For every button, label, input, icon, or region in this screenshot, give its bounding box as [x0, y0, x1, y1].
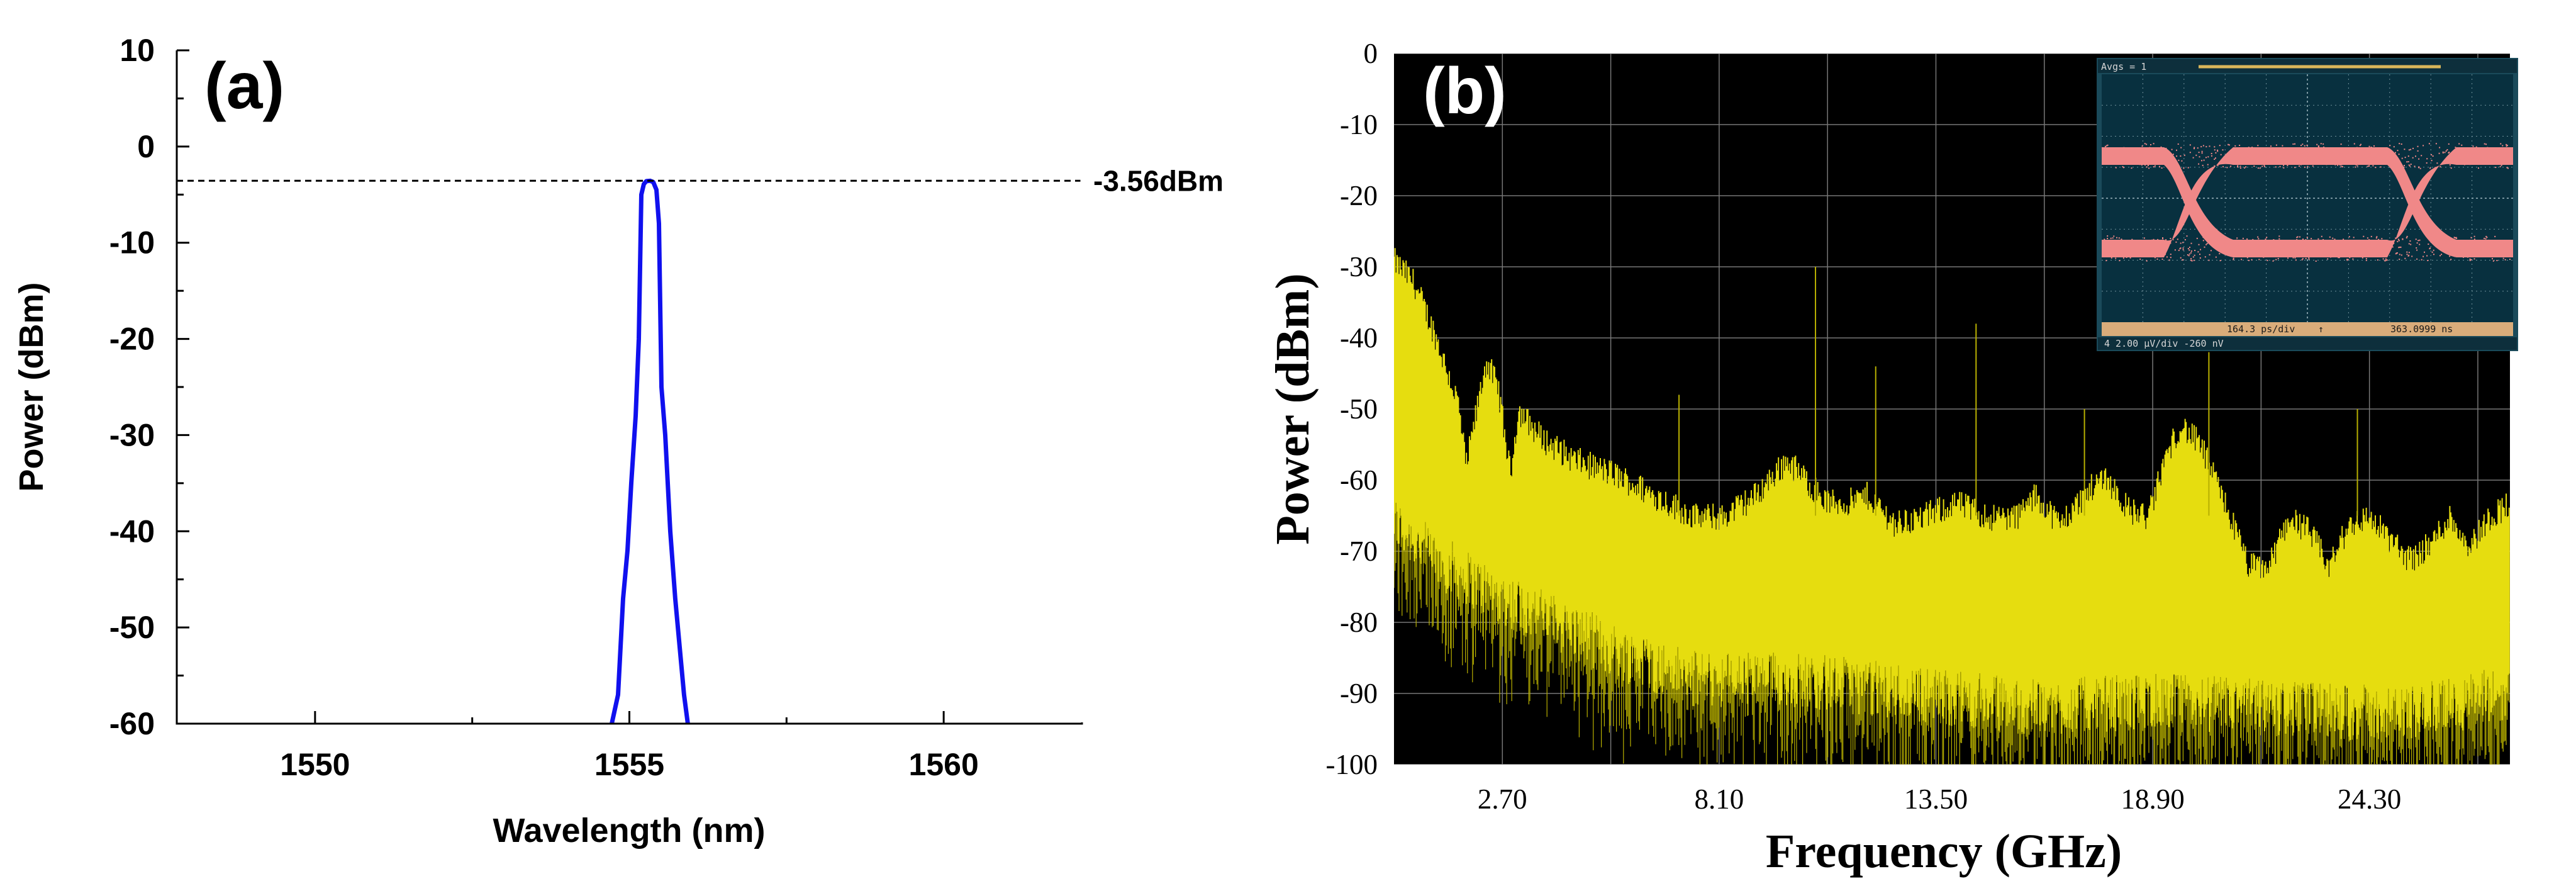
panel-b-x-tick-label: 13.50	[1904, 783, 1968, 815]
panel-b-x-tick-label: 2.70	[1478, 783, 1527, 815]
panel-b-spectrum	[1394, 248, 2510, 765]
inset-status-text: 4 2.00 µV/div -260 nV	[2104, 338, 2224, 349]
panel-a-y-tick-label: -20	[109, 322, 155, 357]
panel-a-y-ticks: 10 0 -10 -20 -30 -40 -50 -60	[109, 33, 189, 741]
panel-a-label: (a)	[204, 50, 284, 123]
inset-eye-upper-rail	[2233, 147, 2387, 165]
inset-eye-upper-rail	[2102, 147, 2164, 165]
panel-b-y-tick-label: -30	[1340, 251, 1378, 283]
inset-footer-arrow: ↑	[2318, 323, 2324, 335]
panel-a-plot-area	[177, 50, 1082, 724]
panel-b-y-tick-label: -80	[1340, 607, 1378, 638]
panel-a-y-tick-label: -60	[109, 706, 155, 741]
inset-eye-lower-rail	[2102, 240, 2164, 257]
panel-a-x-tick-label: 1550	[280, 747, 350, 782]
panel-b-x-tick-label: 18.90	[2121, 783, 2184, 815]
inset-eye-lower-rail	[2233, 240, 2387, 257]
inset-footer-left: 164.3 ps/div	[2227, 323, 2295, 335]
panel-b-x-tick-label: 8.10	[1695, 783, 1744, 815]
panel-a-y-tick-label: -50	[109, 610, 155, 645]
inset-eye-trace	[2102, 143, 2513, 262]
panel-b-x-axis-label: Frequency (GHz)	[1766, 825, 2122, 878]
panel-a-y-tick-label: 0	[137, 129, 155, 164]
panel-a-y-tick-label: -10	[109, 225, 155, 261]
inset-footer-bar	[2102, 322, 2513, 336]
panel-b-label: (b)	[1423, 55, 1507, 128]
inset-eye-noise	[2102, 143, 2513, 262]
panel-a-y-tick-label: -30	[109, 417, 155, 452]
panel-b-y-tick-label: -70	[1340, 536, 1378, 567]
panel-a-y-axis-label: Power (dBm)	[13, 282, 50, 491]
panel-a-chart: -3.56dBm 1550 1555 1560 10 0 -10 -20 -30 -40 -50…	[13, 33, 1224, 850]
inset-eye-crossing	[2387, 147, 2456, 257]
inset-header-text: Avgs = 1	[2101, 61, 2146, 72]
panel-b-y-tick-label: -60	[1340, 464, 1378, 496]
panel-b-y-tick-label: 0	[1364, 38, 1378, 69]
panel-b-y-tick-label: -10	[1340, 109, 1378, 140]
panel-a-y-tick-label: -40	[109, 513, 155, 549]
panel-b-y-tick-label: -50	[1340, 393, 1378, 425]
panel-b-y-tick-label: -90	[1340, 678, 1378, 709]
panel-b-noise-floor	[1394, 503, 2510, 765]
inset-eye-crossing	[2164, 147, 2233, 257]
inset-eye-crossing	[2387, 147, 2456, 257]
panel-b-y-tick-label: -40	[1340, 322, 1378, 354]
panel-b-x-tick-label: 24.30	[2338, 783, 2401, 815]
panel-b-spectrum-trace	[1394, 248, 2510, 741]
panel-b-y-axis-label: Power (dBm)	[1266, 273, 1319, 544]
inset-eye-crossing	[2164, 147, 2233, 257]
panel-a-x-ticks: 1550 1555 1560	[280, 711, 979, 782]
panel-b-y-tick-label: -20	[1340, 180, 1378, 211]
panel-a-x-tick-label: 1555	[594, 747, 664, 782]
panel-a-y-tick-label: 10	[120, 33, 155, 68]
panel-b-y-ticks: 0 -10 -20 -30 -40 -50 -60 -70 -80 -90 -100	[1326, 38, 1378, 780]
panel-a-x-axis-label: Wavelength (nm)	[493, 812, 765, 850]
panel-b-inset-eye-diagram: Avgs = 1 164.3 ps/div ↑ 363.0999 ns 4 2.…	[2097, 58, 2518, 351]
inset-footer-right: 363.0999 ns	[2390, 323, 2453, 335]
panel-a-reference-label: -3.56dBm	[1093, 164, 1224, 197]
panel-a-x-tick-label: 1560	[909, 747, 979, 782]
panel-b-chart: 0 -10 -20 -30 -40 -50 -60 -70 -80 -90 -100 2.70 8.1…	[1266, 38, 2518, 878]
inset-status-bar	[2098, 337, 2517, 350]
panel-b-x-ticks: 2.70 8.10 13.50 18.90 24.30	[1478, 783, 2401, 815]
panel-b-y-tick-label: -100	[1326, 749, 1378, 780]
inset-eye-lower-rail	[2456, 240, 2513, 257]
